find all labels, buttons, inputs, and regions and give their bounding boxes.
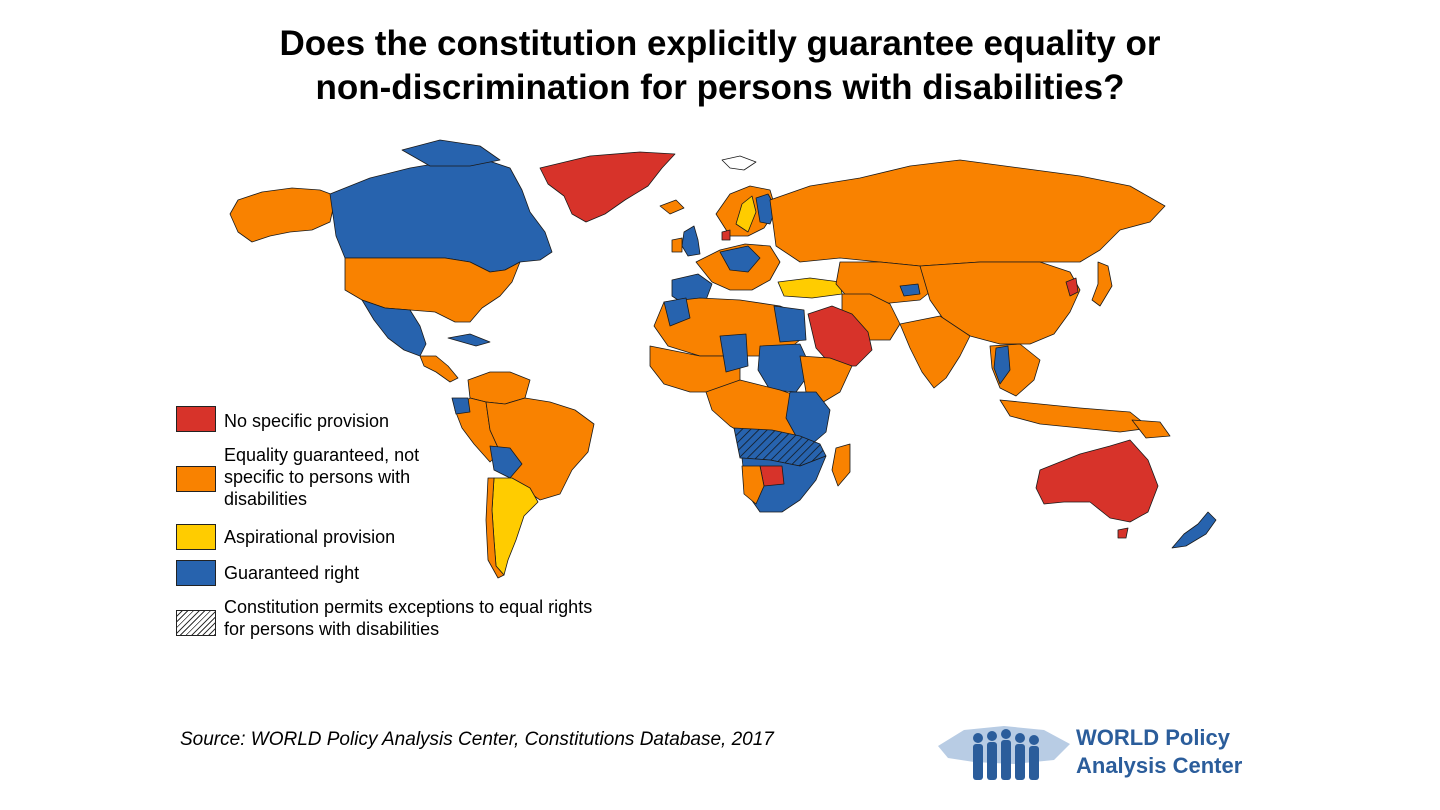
legend-item-aspirational: Aspirational provision xyxy=(176,524,604,550)
legend-item-guaranteed: Guaranteed right xyxy=(176,560,604,586)
logo-people-icon xyxy=(938,726,1070,780)
region-egypt xyxy=(773,305,807,343)
logo-line-1: WORLD Policy xyxy=(1076,725,1231,750)
legend-item-exceptions: Constitution permits exceptions to equal… xyxy=(176,596,594,640)
legend-label-guaranteed: Guaranteed right xyxy=(224,563,360,583)
legend-label-no-provision: No specific provision xyxy=(224,411,390,431)
region-namibia xyxy=(741,465,765,505)
legend-label-equality: Equality guaranteed, not specific to per… xyxy=(224,445,420,509)
region-australia xyxy=(1035,439,1159,523)
region-iceland xyxy=(659,199,685,215)
region-chad xyxy=(719,333,749,373)
legend-swatch-red xyxy=(176,406,216,432)
region-saudi-arabia xyxy=(807,305,873,367)
region-kyrgyz xyxy=(899,283,921,297)
logo-text: WORLD Policy Analysis Center xyxy=(1076,724,1242,780)
region-chile xyxy=(485,477,505,579)
legend-swatch-blue xyxy=(176,560,216,586)
region-thailand xyxy=(993,345,1011,385)
region-sweden xyxy=(735,195,757,233)
region-ireland xyxy=(671,237,683,253)
source-note: Source: WORLD Policy Analysis Center, Co… xyxy=(180,729,774,750)
title-line-2: non-discrimination for persons with disa… xyxy=(315,68,1125,107)
region-india xyxy=(899,315,971,389)
region-bolivia xyxy=(489,445,523,479)
title-line-1: Does the constitution explicitly guarant… xyxy=(279,24,1161,63)
region-greenland xyxy=(539,151,676,223)
region-new-zealand xyxy=(1171,511,1217,549)
region-morocco xyxy=(663,297,691,327)
legend-label-exceptions: Constitution permits exceptions to equal… xyxy=(224,597,593,639)
region-east-africa xyxy=(785,391,831,445)
region-canada xyxy=(329,157,553,273)
region-canada-islands xyxy=(401,139,501,167)
legend-item-no-provision: No specific provision xyxy=(176,406,604,432)
map-title: Does the constitution explicitly guarant… xyxy=(0,22,1440,110)
region-mexico xyxy=(361,299,427,357)
region-indonesia xyxy=(999,399,1151,433)
logo-line-2: Analysis Center xyxy=(1076,753,1243,778)
region-central-america xyxy=(419,355,459,383)
region-alaska xyxy=(229,187,337,243)
legend-item-equality: Equality guaranteed, not specific to per… xyxy=(176,444,464,510)
region-cuba xyxy=(447,333,491,347)
region-papua xyxy=(1131,419,1171,439)
region-russia xyxy=(769,159,1166,267)
region-turkey xyxy=(777,277,843,299)
legend-label-aspirational: Aspirational provision xyxy=(224,527,396,547)
region-madagascar xyxy=(831,443,851,487)
legend-swatch-orange xyxy=(176,466,216,492)
region-uk xyxy=(681,225,701,257)
region-central-europe xyxy=(719,245,761,273)
region-denmark xyxy=(721,229,731,241)
legend-swatch-hatched xyxy=(176,610,216,636)
world-logo: WORLD Policy Analysis Center xyxy=(934,716,1264,786)
legend-swatch-yellow xyxy=(176,524,216,550)
region-tasmania xyxy=(1117,527,1129,539)
region-svalbard xyxy=(721,155,757,171)
region-japan xyxy=(1091,261,1113,307)
region-ecuador xyxy=(451,397,471,415)
region-korea-north xyxy=(1065,277,1079,297)
